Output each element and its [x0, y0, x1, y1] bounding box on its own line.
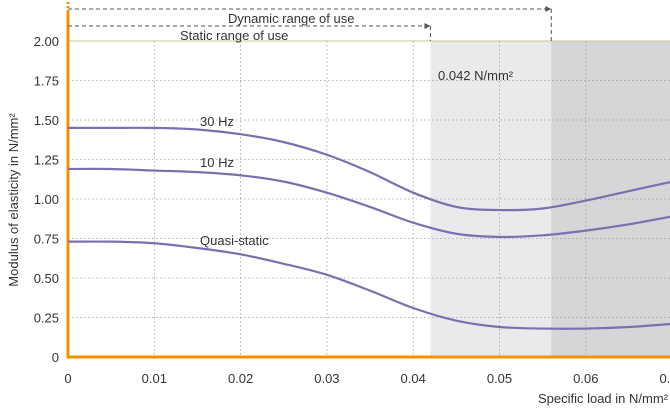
x-tick-label: 0.06 [573, 371, 598, 386]
x-tick-label: 0.03 [314, 371, 339, 386]
series-line-30-hz [68, 126, 670, 212]
x-tick-labels: 0 0.01 0.02 0.03 0.04 0.05 0.06 0.07 [64, 371, 670, 386]
y-tick-label: 1.25 [34, 153, 59, 168]
x-axis-title: Specific load in N/mm² [538, 391, 669, 406]
grid-lines [68, 40, 670, 357]
y-axis-title: Modulus of elasticity in N/mm² [6, 113, 21, 287]
x-tick-label: 0.04 [401, 371, 426, 386]
dynamic-range-arrowhead [545, 6, 552, 12]
series-lines [67, 126, 670, 330]
y-tick-label: 0.25 [34, 311, 59, 326]
dynamic-range-label: Dynamic range of use [228, 11, 354, 26]
static-range-arrowhead [424, 23, 431, 29]
y-tick-label: 0 [52, 350, 59, 365]
x-tick-label: 0.02 [228, 371, 253, 386]
y-tick-label: 1.00 [34, 192, 59, 207]
series-line-10-hz [67, 167, 670, 239]
static-range-label: Static range of use [180, 28, 288, 43]
load-annotation: 0.042 N/mm² [438, 68, 514, 83]
series-label-quasi-static: Quasi-static [200, 233, 269, 248]
x-tick-label: 0 [64, 371, 71, 386]
y-tick-label: 0.75 [34, 232, 59, 247]
axes [66, 10, 670, 359]
y-tick-labels: 0 0.25 0.50 0.75 1.00 1.25 1.50 1.75 2.00 [34, 34, 59, 365]
x-tick-label: 0.07 [659, 371, 670, 386]
y-tick-label: 0.50 [34, 271, 59, 286]
y-tick-label: 1.50 [34, 113, 59, 128]
x-tick-label: 0.05 [487, 371, 512, 386]
y-tick-label: 1.75 [34, 74, 59, 89]
series-label-30-hz: 30 Hz [200, 114, 234, 129]
range-arrows: Dynamic range of use Static range of use [66, 2, 552, 43]
y-tick-label: 2.00 [34, 34, 59, 49]
series-line-quasi-static [67, 240, 670, 330]
region-dynamic [551, 41, 670, 357]
range-regions [430, 41, 670, 357]
series-labels: 30 Hz 10 Hz Quasi-static [200, 114, 269, 248]
x-tick-label: 0.01 [142, 371, 167, 386]
series-label-10-hz: 10 Hz [200, 155, 234, 170]
